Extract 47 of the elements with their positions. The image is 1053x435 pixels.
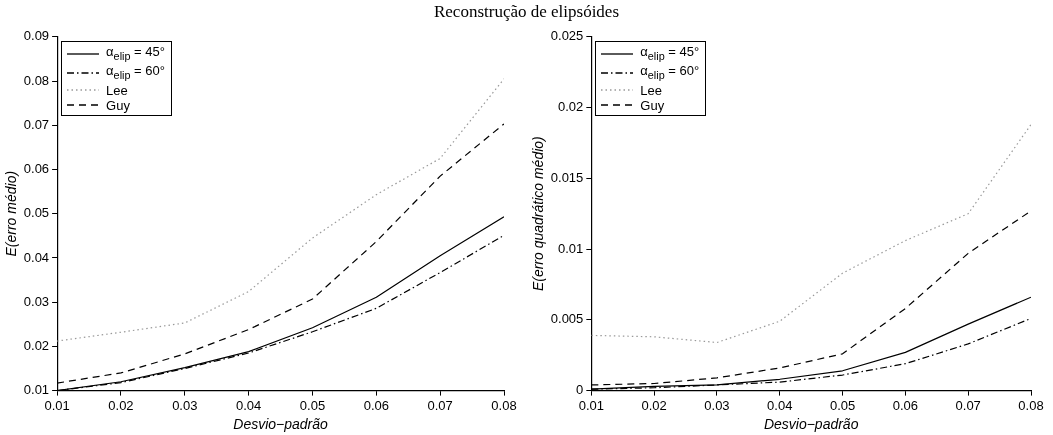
y-tick-label: 0.03 bbox=[23, 293, 50, 309]
y-tick-label: 0 bbox=[576, 382, 584, 398]
x-tick-label: 0.05 bbox=[829, 397, 856, 413]
x-tick-label: 0.03 bbox=[704, 397, 730, 413]
line-series bbox=[591, 123, 1031, 344]
legend-label: Lee bbox=[640, 82, 663, 98]
legend-label: Lee bbox=[106, 82, 128, 98]
x-tick-label: 0.04 bbox=[767, 397, 793, 413]
x-tick-label: 0.01 bbox=[44, 397, 70, 413]
y-tick-label: 0.01 bbox=[558, 240, 584, 256]
x-tick-label: 0.02 bbox=[108, 397, 134, 413]
x-tick-label: 0.05 bbox=[299, 397, 326, 413]
legend-label: α$_{elip}$ = 45° bbox=[106, 43, 165, 64]
x-tick-label: 0.07 bbox=[955, 397, 981, 413]
x-axis-title: Desvio−padrão bbox=[233, 416, 329, 433]
line-series bbox=[57, 123, 504, 384]
y-tick-label: 0.08 bbox=[23, 72, 50, 88]
x-axis-title: Desvio−padrão bbox=[763, 416, 859, 433]
x-tick-label: 0.04 bbox=[235, 397, 262, 413]
y-tick-label: 0.015 bbox=[550, 169, 584, 185]
x-tick-label: 0.01 bbox=[578, 397, 604, 413]
y-tick-label: 0.05 bbox=[23, 205, 50, 221]
y-tick-label: 0.04 bbox=[23, 249, 50, 265]
x-tick-label: 0.08 bbox=[1018, 397, 1044, 413]
legend-label: α$_{elip}$ = 60° bbox=[106, 63, 165, 83]
x-tick-label: 0.07 bbox=[427, 397, 453, 413]
x-tick-label: 0.06 bbox=[892, 397, 919, 413]
y-axis-title: E(erro médio) bbox=[3, 170, 20, 257]
y-tick-label: 0.06 bbox=[23, 161, 50, 177]
y-axis-title: E(erro quadrático médio) bbox=[530, 136, 547, 292]
legend-label: α$_{elip}$ = 60° bbox=[640, 63, 700, 83]
x-tick-label: 0.02 bbox=[641, 397, 667, 413]
legend-label: Guy bbox=[106, 97, 130, 113]
legend-label: α$_{elip}$ = 45° bbox=[640, 43, 700, 64]
legend-label: Guy bbox=[640, 97, 665, 113]
x-tick-label: 0.06 bbox=[363, 397, 389, 413]
y-tick-label: 0.09 bbox=[23, 28, 50, 44]
y-tick-label: 0.005 bbox=[550, 311, 584, 327]
y-tick-label: 0.01 bbox=[23, 382, 50, 398]
x-tick-label: 0.08 bbox=[491, 397, 517, 413]
y-tick-label: 0.02 bbox=[23, 337, 50, 353]
chart-title: Reconstrução de elipsóides bbox=[432, 2, 621, 22]
y-tick-label: 0.07 bbox=[23, 116, 50, 132]
line-series bbox=[591, 210, 1031, 386]
x-tick-label: 0.03 bbox=[172, 397, 198, 413]
y-tick-label: 0.02 bbox=[558, 99, 584, 115]
y-tick-label: 0.025 bbox=[550, 28, 584, 44]
